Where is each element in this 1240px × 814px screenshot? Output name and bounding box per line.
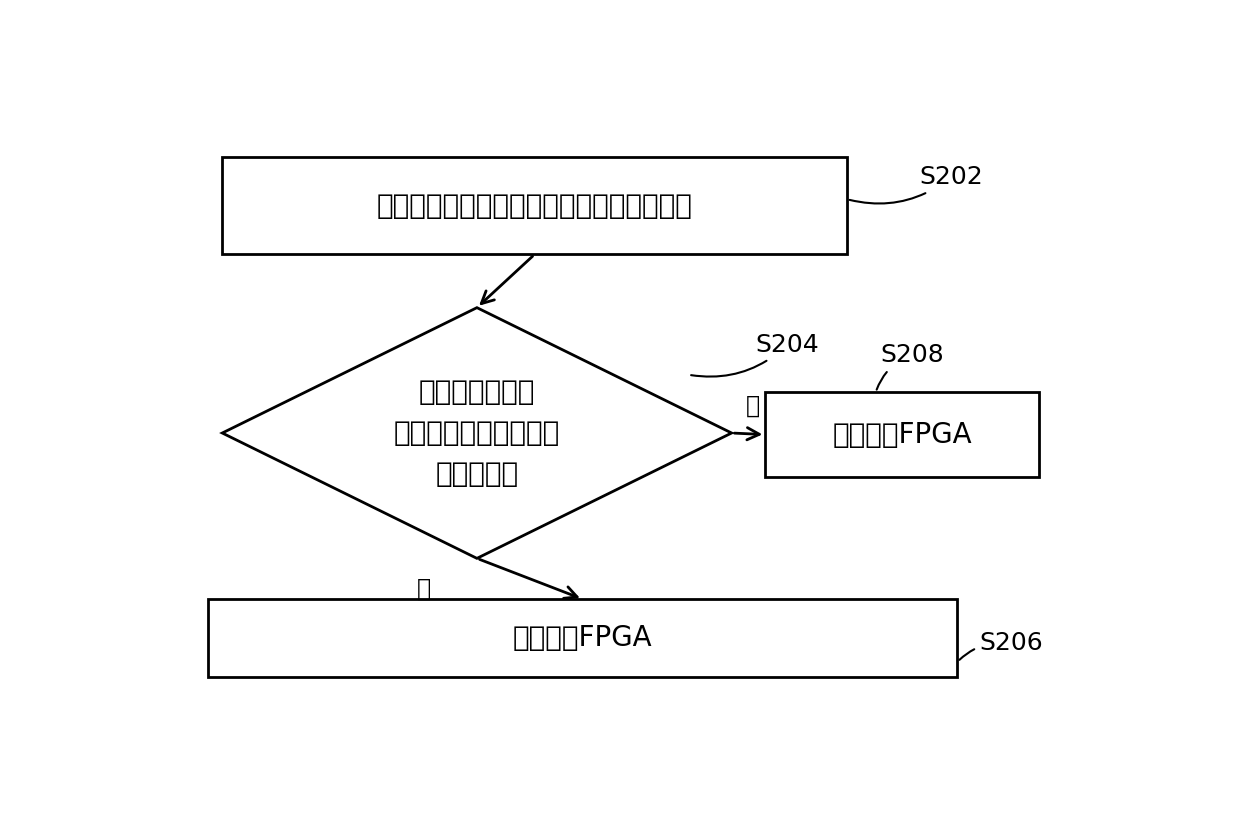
Text: 息是否一致: 息是否一致 xyxy=(435,460,518,488)
Text: 否: 否 xyxy=(746,393,760,418)
Text: 停止启动FPGA: 停止启动FPGA xyxy=(832,421,972,449)
Text: S202: S202 xyxy=(849,165,983,204)
Text: 息与预先存储的授权信: 息与预先存储的授权信 xyxy=(394,419,560,447)
FancyBboxPatch shape xyxy=(222,157,847,254)
Text: 继续启动FPGA: 继续启动FPGA xyxy=(513,624,652,652)
Polygon shape xyxy=(222,308,732,558)
Text: 判断授权计算信: 判断授权计算信 xyxy=(419,379,536,406)
Text: S204: S204 xyxy=(691,333,820,377)
Text: 在启动时，接收服务器发送的授权计算信息: 在启动时，接收服务器发送的授权计算信息 xyxy=(377,192,692,220)
Text: 是: 是 xyxy=(417,577,432,602)
FancyBboxPatch shape xyxy=(765,392,1039,477)
Text: S208: S208 xyxy=(877,344,945,390)
FancyBboxPatch shape xyxy=(208,599,957,677)
Text: S206: S206 xyxy=(960,632,1043,660)
